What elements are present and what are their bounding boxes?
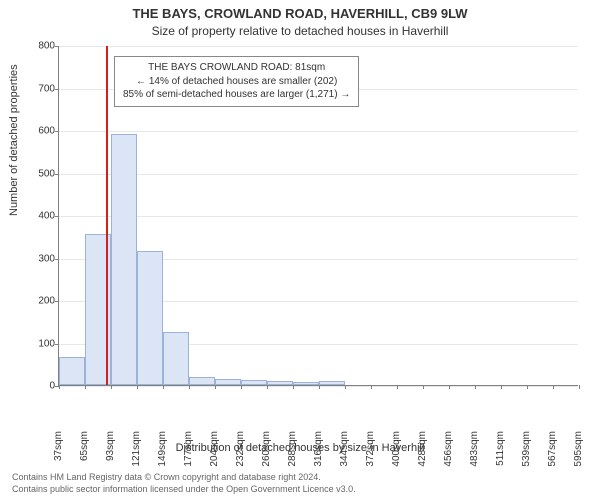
histogram-bar [267, 381, 293, 385]
y-tick [55, 131, 59, 132]
y-axis-label: Number of detached properties [8, 64, 20, 216]
x-tick [241, 385, 242, 389]
histogram-bar [111, 134, 137, 385]
y-tick-label: 100 [38, 338, 55, 349]
histogram-bar [293, 382, 319, 385]
histogram-bar [241, 380, 267, 385]
histogram-bar [163, 332, 189, 385]
x-tick [111, 385, 112, 389]
x-tick [423, 385, 424, 389]
x-tick [189, 385, 190, 389]
y-tick [55, 46, 59, 47]
x-tick [137, 385, 138, 389]
y-tick-label: 500 [38, 168, 55, 179]
y-tick [55, 259, 59, 260]
gridline [59, 46, 578, 47]
y-tick [55, 301, 59, 302]
x-tick [163, 385, 164, 389]
annotation-line: 85% of semi-detached houses are larger (… [123, 88, 350, 102]
chart-title: THE BAYS, CROWLAND ROAD, HAVERHILL, CB9 … [0, 6, 600, 21]
x-tick [501, 385, 502, 389]
x-tick [553, 385, 554, 389]
y-tick-label: 700 [38, 83, 55, 94]
annotation-line: THE BAYS CROWLAND ROAD: 81sqm [123, 61, 350, 75]
x-tick [579, 385, 580, 389]
x-tick [293, 385, 294, 389]
y-tick [55, 344, 59, 345]
x-tick [215, 385, 216, 389]
marker-line [106, 46, 108, 385]
x-axis-label: Distribution of detached houses by size … [0, 442, 600, 454]
y-tick-label: 300 [38, 253, 55, 264]
annotation-box: THE BAYS CROWLAND ROAD: 81sqm ← 14% of d… [114, 56, 359, 107]
chart-container: THE BAYS, CROWLAND ROAD, HAVERHILL, CB9 … [0, 0, 600, 500]
y-tick-label: 600 [38, 126, 55, 137]
histogram-bar [319, 381, 345, 385]
x-tick [397, 385, 398, 389]
x-tick [85, 385, 86, 389]
gridline [59, 131, 578, 132]
y-tick [55, 174, 59, 175]
annotation-line: ← 14% of detached houses are smaller (20… [123, 75, 350, 89]
x-tick [475, 385, 476, 389]
histogram-bar [215, 379, 241, 385]
x-tick [345, 385, 346, 389]
histogram-bar [189, 377, 215, 385]
x-tick [267, 385, 268, 389]
x-tick [319, 385, 320, 389]
footer-line: Contains public sector information licen… [12, 484, 356, 494]
y-tick [55, 89, 59, 90]
y-tick-label: 200 [38, 296, 55, 307]
y-tick-label: 0 [49, 381, 55, 392]
x-tick [59, 385, 60, 389]
x-tick [527, 385, 528, 389]
y-tick-label: 400 [38, 211, 55, 222]
chart-subtitle: Size of property relative to detached ho… [0, 24, 600, 38]
histogram-bar [59, 357, 85, 385]
footer-line: Contains HM Land Registry data © Crown c… [12, 472, 321, 482]
histogram-bar [137, 251, 163, 385]
x-tick [449, 385, 450, 389]
y-tick-label: 800 [38, 41, 55, 52]
y-tick [55, 216, 59, 217]
x-tick [371, 385, 372, 389]
